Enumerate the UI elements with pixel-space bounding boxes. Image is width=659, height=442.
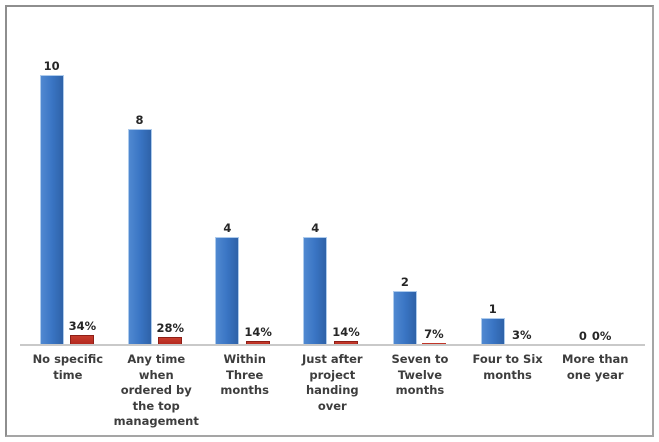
bar-group: 1 3%	[463, 50, 551, 345]
value-label: 10	[43, 59, 60, 73]
count-bar	[392, 291, 417, 345]
category-label: Just after project handing over	[302, 352, 363, 413]
percent-label: 14%	[332, 324, 360, 339]
bar-group: 4 14%	[288, 50, 376, 345]
count-bar-unit: 4	[215, 221, 240, 345]
bar-group: 10 34%	[24, 50, 112, 345]
percentage-bar-unit: 0%	[592, 329, 612, 345]
category-label: Any time when ordered by the top managem…	[113, 352, 199, 428]
category-label: No specific time	[32, 352, 104, 382]
count-bar	[215, 237, 240, 345]
bar-group: 8 28%	[112, 50, 200, 345]
count-bar-unit: 1	[480, 302, 505, 345]
category-labels: No specific time Any time when ordered by…	[24, 352, 639, 430]
value-label: 8	[135, 113, 144, 127]
percentage-bar-unit: 3%	[509, 327, 534, 345]
bar-group: 2 7%	[375, 50, 463, 345]
category-label: Four to Six months	[472, 352, 543, 382]
x-axis-line	[20, 344, 645, 346]
count-bar	[39, 75, 64, 345]
percentage-bar-unit: 28%	[156, 320, 185, 345]
plot-area: 10 34% 8 28% 4 14% 4 14% 2 7% 1 3% 0 0%	[24, 50, 639, 345]
count-bar	[127, 129, 152, 345]
percentage-bar	[70, 334, 95, 345]
value-label: 0	[578, 329, 587, 343]
bar-group: 4 14%	[200, 50, 288, 345]
percentage-bar-unit: 14%	[244, 325, 272, 345]
count-bar-unit: 0	[579, 329, 587, 345]
percentage-bar	[421, 342, 446, 345]
percent-label: 0%	[591, 329, 612, 343]
percent-label: 7%	[424, 326, 444, 341]
count-bar-unit: 8	[127, 113, 152, 345]
value-label: 4	[311, 221, 320, 235]
percentage-bar-unit: 7%	[421, 326, 446, 345]
value-label: 4	[223, 221, 232, 235]
count-bar	[303, 237, 328, 345]
value-label: 1	[488, 302, 497, 316]
percent-label: 34%	[68, 318, 97, 333]
count-bar-unit: 10	[39, 59, 64, 345]
percentage-bar	[334, 340, 358, 345]
percent-label: 28%	[156, 320, 185, 335]
count-bar-unit: 4	[303, 221, 328, 345]
percent-label: 14%	[244, 324, 272, 339]
value-label: 2	[400, 275, 409, 289]
category-label: More than one year	[562, 352, 629, 382]
percent-label: 3%	[511, 327, 532, 342]
category-label: Within Three months	[220, 352, 269, 397]
percentage-bar-unit: 34%	[68, 318, 97, 345]
category-label: Seven to Twelve months	[391, 352, 449, 397]
percentage-bar	[158, 336, 183, 345]
count-bar-unit: 2	[392, 275, 417, 345]
count-bar	[480, 318, 505, 345]
bar-group: 0 0%	[551, 50, 639, 345]
percentage-bar	[246, 340, 271, 345]
percentage-bar-unit: 14%	[332, 325, 360, 345]
